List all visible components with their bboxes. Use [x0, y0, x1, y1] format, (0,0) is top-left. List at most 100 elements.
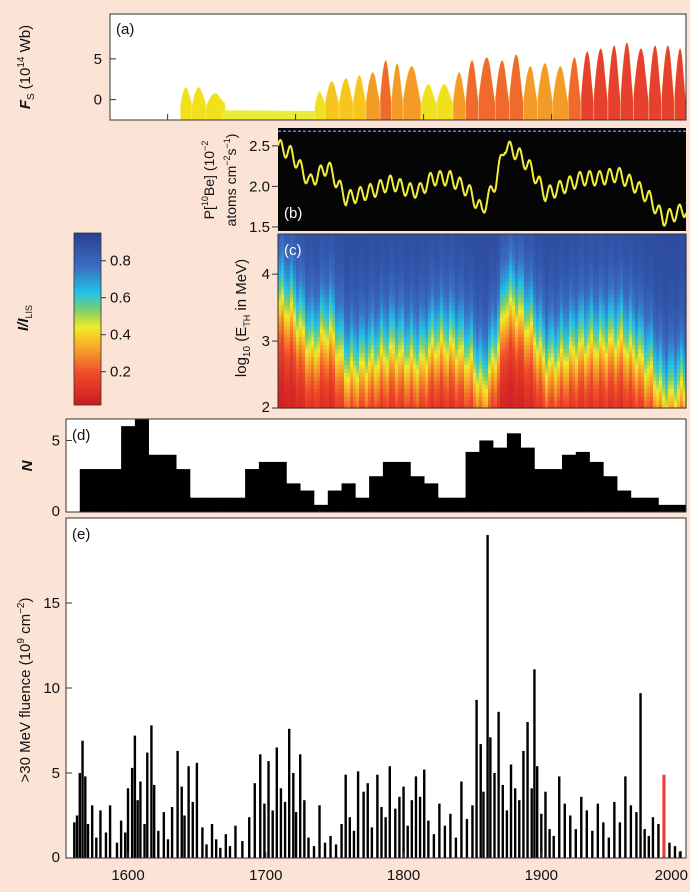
panel-c-cell-1078 [350, 317, 354, 322]
panel-c-cell-4074 [554, 301, 558, 306]
panel-c-cell-841 [335, 384, 339, 389]
panel-c-cell-131 [284, 234, 288, 239]
panel-c-cell-4012 [551, 372, 555, 377]
panel-c-cell-2652 [458, 356, 462, 362]
panel-c-cell-3144 [491, 324, 495, 330]
panel-c-cell-150 [287, 332, 291, 338]
panel-c-cell-344 [299, 261, 303, 267]
panel-c-cell-4912 [611, 293, 615, 298]
panel-c-cell-1143 [353, 234, 357, 239]
panel-c-cell-1483 [377, 281, 381, 286]
panel-c-cell-2093 [419, 305, 423, 310]
panel-c-cell-3293 [500, 257, 504, 263]
panel-c-cell-1519 [380, 313, 384, 318]
panel-c-cell-2077 [419, 368, 423, 373]
panel-c-cell-2116 [422, 388, 426, 393]
panel-c-cell-2670 [458, 285, 462, 290]
panel-c-cell-1041 [347, 289, 351, 294]
panel-c-cell-3020 [482, 293, 486, 298]
panel-c-cell-3570 [521, 380, 525, 385]
panel-c-cell-4260 [566, 261, 570, 267]
panel-c-cell-452 [308, 356, 312, 362]
panel-c-cell-1795 [398, 265, 402, 271]
panel-c-cell-4143 [560, 376, 564, 381]
panel-c-cell-4669 [596, 384, 600, 389]
panel-c-cell-3975 [548, 344, 552, 350]
panel-c-cell-4085 [554, 257, 558, 263]
panel-c-cell-1663 [389, 265, 393, 271]
panel-c-cell-1827 [401, 313, 405, 318]
panel-c-cell-3018 [482, 301, 486, 306]
panel-c-cell-691 [323, 281, 327, 286]
panel-c-cell-2977 [479, 289, 483, 294]
panel-c-cell-2625 [455, 289, 459, 294]
panel-c-cell-739 [326, 265, 330, 271]
panel-c-cell-3875 [542, 392, 546, 397]
panel-c-cell-597 [317, 305, 321, 310]
panel-c-cell-2730 [464, 396, 468, 401]
panel-c-cell-3746 [533, 380, 537, 385]
panel-c-cell-3786 [536, 396, 540, 401]
panel-c-cell-2943 [476, 249, 480, 255]
panel-c-cell-2802 [467, 285, 471, 290]
panel-c-cell-4080 [554, 277, 558, 283]
panel-c-cell-3176 [494, 372, 498, 377]
panel-c-cell-4369 [575, 352, 579, 358]
panel-c-cell-1627 [386, 234, 390, 239]
panel-c-cell-4185 [563, 384, 567, 389]
panel-c-cell-928 [341, 388, 345, 393]
panel-c-cell-4568 [587, 261, 591, 267]
panel-c-cell-1529 [380, 273, 384, 279]
panel-c-cell-4860 [608, 324, 612, 330]
panel-c-cell-3296 [500, 245, 504, 251]
panel-c-cell-3171 [494, 392, 498, 397]
panel-c-cell-110 [284, 317, 288, 322]
panel-c-cell-55 [281, 360, 285, 366]
panel-c-cell-4060 [554, 356, 558, 362]
panel-c-cell-4479 [581, 265, 585, 271]
panel-c-cell-4890 [611, 380, 615, 385]
panel-c-cell-541 [314, 352, 318, 358]
panel-c-cell-2571 [452, 328, 456, 334]
panel-c-cell-3022 [482, 285, 486, 290]
panel-c-cell-1911 [407, 328, 411, 334]
panel-c-cell-1015 [347, 392, 351, 397]
panel-c-cell-695 [323, 265, 327, 271]
panel-c-cell-1619 [386, 265, 390, 271]
panel-c-cell-3206 [494, 253, 498, 259]
panel-c-cell-4898 [611, 348, 615, 354]
panel-c-cell-4542 [587, 364, 591, 370]
panel-c-cell-3360 [506, 340, 510, 346]
panel-c-cell-431 [305, 265, 309, 271]
panel-c-cell-87 [281, 234, 285, 239]
panel-c-cell-195 [290, 328, 294, 334]
panel-c-cell-707 [326, 392, 330, 397]
panel-c-cell-722 [326, 332, 330, 338]
panel-c-cell-4401 [578, 400, 582, 405]
panel-c-cell-421 [305, 305, 309, 310]
panel-c-cell-1836 [401, 277, 405, 283]
panel-c-cell-1233 [362, 400, 366, 405]
panel-c-cell-3372 [506, 293, 510, 298]
panel-c-cell-2026 [416, 396, 420, 401]
panel-c-cell-950 [341, 301, 345, 306]
panel-c-cell-1066 [350, 364, 354, 370]
panel-c-cell-4028 [551, 309, 555, 314]
panel-c-cell-440 [308, 404, 312, 409]
panel-c-cell-3369 [506, 305, 510, 310]
panel-c-cell-2398 [440, 317, 444, 322]
panel-c-cell-4640 [593, 324, 597, 330]
panel-c-cell-4394 [575, 253, 579, 259]
panel-c-cell-4257 [566, 273, 570, 279]
panel-c-cell-3352 [506, 372, 510, 377]
panel-c-cell-3964 [548, 388, 552, 393]
panel-c-cell-1598 [386, 348, 390, 354]
panel-c-cell-1792 [398, 277, 402, 283]
panel-c-cell-3640 [524, 277, 528, 283]
panel-c-cell-1715 [392, 234, 396, 239]
panel-c-cell-1509 [380, 352, 384, 358]
panel-c-cell-2101 [419, 273, 423, 279]
panel-c-cell-4532 [587, 404, 591, 409]
panel-c-cell-479 [308, 249, 312, 255]
